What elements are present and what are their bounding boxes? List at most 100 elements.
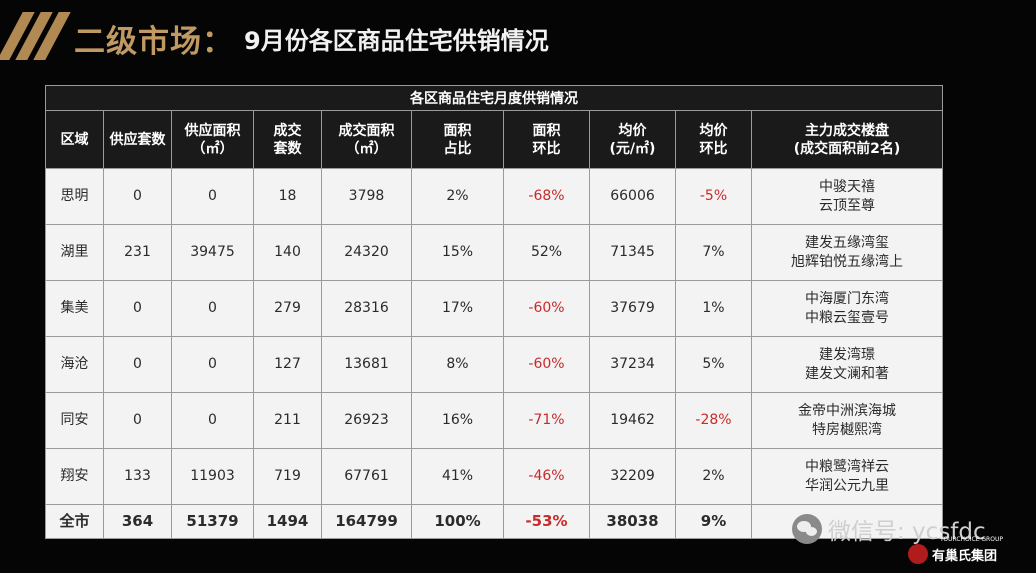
total-cell: 100% [411,504,504,539]
table-cell: 0 [171,168,254,225]
page-title-main: 二级市场： [74,23,234,60]
table-cell: 0 [103,168,172,225]
table-cell: 3798 [321,168,412,225]
district-cell: 翔安 [45,448,104,505]
table-cell: 0 [103,392,172,449]
table-cell: 中海厦门东湾 中粮云玺壹号 [750,280,944,337]
table-cell: 0 [171,392,254,449]
table-cell: 66006 [589,168,676,225]
page-title-sub: 9月份各区商品住宅供销情况 [244,26,549,55]
table-cell: 37234 [589,336,676,393]
page-title: 二级市场： 9月份各区商品住宅供销情况 [74,16,549,60]
total-cell: 164799 [321,504,412,539]
total-cell: 364 [103,504,172,539]
table-cell: 1% [675,280,752,337]
table-cell: 0 [171,336,254,393]
table-cell: -60% [503,336,590,393]
total-cell: -53% [503,504,590,539]
wechat-icon [792,514,822,544]
table-caption: 各区商品住宅月度供销情况 [44,85,944,111]
total-cell: 9% [675,504,752,539]
table-cell: 5% [675,336,752,393]
company-logo: 有巢氏集团 [908,544,997,564]
table-cell: 建发湾璟 建发文澜和著 [750,336,944,393]
column-header: 成交面积 （㎡） [321,110,412,169]
table-cell: -68% [503,168,590,225]
table-cell: 24320 [321,224,412,281]
table-cell: 金帝中洲滨海城 特房樾熙湾 [750,392,944,449]
logo-mark-icon [908,544,928,564]
table-cell: 39475 [171,224,254,281]
table-cell: 26923 [321,392,412,449]
total-cell: 38038 [589,504,676,539]
table-cell: 0 [103,280,172,337]
table-cell: 建发五缘湾玺 旭辉铂悦五缘湾上 [750,224,944,281]
logo-text: 有巢氏集团 [932,548,998,564]
column-header: 供应套数 [103,110,172,169]
table-cell: 52% [503,224,590,281]
column-header: 面积 占比 [411,110,504,169]
total-cell: 全市 [45,504,104,539]
table-cell: 127 [253,336,322,393]
table-cell: 37679 [589,280,676,337]
table-cell: 211 [253,392,322,449]
table-cell: -46% [503,448,590,505]
logo-subtext: YOURCHOICE GROUP [940,536,1003,543]
table-cell: 2% [675,448,752,505]
column-header: 主力成交楼盘 (成交面积前2名) [750,110,944,169]
table-cell: 41% [411,448,504,505]
watermark-text: 微信号: ycsfdc [828,519,986,545]
table-cell: -71% [503,392,590,449]
table-cell: 中粮鹭湾祥云 华润公元九里 [750,448,944,505]
table-row: 同安 0 0 211 26923 16% -71% 19462 -28% 金帝中洲滨海城 特房樾熙… [45,392,944,449]
table-cell: 19462 [589,392,676,449]
table-body: 思明 0 0 18 3798 2% -68% 66006 -5% 中骏天禧 云顶至尊 湖里 231 39… [45,168,944,539]
column-header: 区域 [45,110,104,169]
table-cell: 7% [675,224,752,281]
table-cell: 0 [103,336,172,393]
table-cell: 0 [171,280,254,337]
table-cell: 71345 [589,224,676,281]
table-cell: 中骏天禧 云顶至尊 [750,168,944,225]
wechat-watermark: 微信号: ycsfdc [792,510,986,548]
table-cell: 231 [103,224,172,281]
table-cell: 13681 [321,336,412,393]
table-row: 思明 0 0 18 3798 2% -68% 66006 -5% 中骏天禧 云顶至尊 [45,168,944,225]
total-cell [750,504,944,539]
total-cell: 1494 [253,504,322,539]
table-row: 湖里 231 39475 140 24320 15% 52% 71345 7% 建发五缘湾玺 旭辉… [45,224,944,281]
district-cell: 湖里 [45,224,104,281]
table-cell: 32209 [589,448,676,505]
table-cell: 11903 [171,448,254,505]
district-cell: 思明 [45,168,104,225]
table-cell: 67761 [321,448,412,505]
column-header: 供应面积 （㎡） [171,110,254,169]
table-cell: -60% [503,280,590,337]
table-row: 翔安 133 11903 719 67761 41% -46% 32209 2% 中粮鹭湾祥云 华… [45,448,944,505]
table-cell: 133 [103,448,172,505]
decorative-stripes [0,12,71,60]
district-cell: 海沧 [45,336,104,393]
column-header: 成交 套数 [253,110,322,169]
table-cell: 8% [411,336,504,393]
supply-sales-table: 各区商品住宅月度供销情况 区域 供应套数 供应面积 （㎡） 成交 套数 成交面积 （㎡）… [44,85,944,539]
column-header: 均价 环比 [675,110,752,169]
column-header: 面积 环比 [503,110,590,169]
table-cell: 15% [411,224,504,281]
column-header: 均价 (元/㎡) [589,110,676,169]
table-header-row: 区域 供应套数 供应面积 （㎡） 成交 套数 成交面积 （㎡） 面积 占比 面积 环比 均价 … [45,110,944,169]
table-row: 集美 0 0 279 28316 17% -60% 37679 1% 中海厦门东湾 中粮云玺壹号 [45,280,944,337]
table-cell: 16% [411,392,504,449]
table-cell: 2% [411,168,504,225]
table-cell: 279 [253,280,322,337]
total-row: 全市 364 51379 1494 164799 100% -53% 38038 9% [45,504,944,539]
district-cell: 集美 [45,280,104,337]
table-cell: -5% [675,168,752,225]
district-cell: 同安 [45,392,104,449]
table-cell: -28% [675,392,752,449]
table-cell: 17% [411,280,504,337]
table-cell: 719 [253,448,322,505]
table-cell: 140 [253,224,322,281]
table-cell: 28316 [321,280,412,337]
table-row: 海沧 0 0 127 13681 8% -60% 37234 5% 建发湾璟 建发文澜和著 [45,336,944,393]
